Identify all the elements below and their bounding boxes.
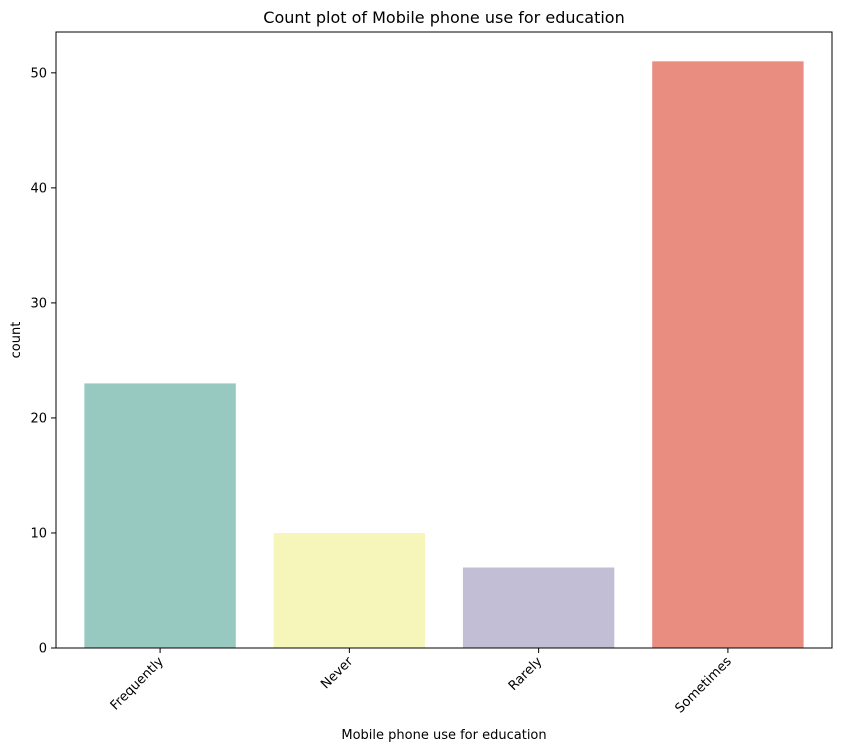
bar-frequently: [84, 383, 236, 648]
y-tick-label: 10: [30, 526, 47, 541]
x-tick-label-never: Never: [318, 654, 356, 692]
y-tick-label: 30: [30, 296, 47, 311]
bar-sometimes: [652, 61, 804, 648]
x-axis-label: Mobile phone use for education: [341, 728, 546, 743]
chart-title: Count plot of Mobile phone use for educa…: [263, 8, 624, 27]
y-axis: 0 10 20 30 40 50: [30, 66, 56, 657]
y-axis-label: count: [9, 322, 24, 359]
y-tick-label: 20: [30, 411, 47, 426]
x-tick-label-frequently: Frequently: [108, 654, 167, 713]
bar-rarely: [462, 567, 615, 648]
y-tick-label: 40: [30, 181, 47, 196]
bar-never: [273, 532, 426, 648]
y-tick-label: 50: [30, 66, 47, 81]
x-tick-label-sometimes: Sometimes: [672, 654, 734, 716]
bars-group: [84, 61, 804, 648]
plot-frame: [55, 31, 833, 649]
x-tick-label-rarely: Rarely: [506, 654, 546, 694]
x-axis: Frequently Never Rarely Sometimes: [108, 648, 735, 716]
y-tick-label: 0: [39, 642, 47, 657]
